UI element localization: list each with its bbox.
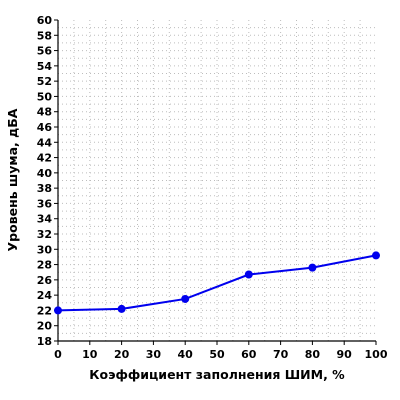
y-tick-label: 20: [37, 320, 53, 333]
y-axis-title: Уровень шума, дБА: [5, 108, 20, 251]
data-point: [181, 294, 190, 303]
x-tick-label: 70: [273, 348, 289, 361]
data-point: [117, 304, 126, 313]
x-tick-label: 10: [82, 348, 98, 361]
y-tick-label: 28: [37, 259, 52, 272]
y-tick-label: 30: [37, 243, 53, 256]
series-line: [57, 254, 377, 312]
x-tick-label: 80: [305, 348, 321, 361]
y-tick-label: 32: [37, 228, 52, 241]
y-tick-label: 26: [37, 274, 53, 287]
y-tick-label: 34: [37, 213, 53, 226]
x-tick-label: 100: [365, 348, 388, 361]
x-tick-label: 50: [209, 348, 225, 361]
y-tick-label: 38: [37, 182, 52, 195]
x-tick-label: 60: [241, 348, 257, 361]
y-tick-label: 44: [37, 136, 53, 149]
y-tick-label: 50: [37, 90, 53, 103]
x-tick-label: 0: [54, 348, 62, 361]
data-series: [54, 251, 380, 315]
x-tick-labels: 0 10 20 30 40 50 60 70 80 90 100: [54, 348, 388, 361]
y-tick-label: 48: [37, 106, 52, 119]
y-tick-label: 36: [37, 197, 53, 210]
y-tick-label: 52: [37, 75, 52, 88]
data-point: [244, 270, 253, 279]
x-axis-title: Коэффициент заполнения ШИМ, %: [89, 367, 345, 382]
y-tick-label: 54: [37, 60, 53, 73]
data-point: [54, 306, 62, 315]
y-tick-label: 60: [37, 14, 53, 27]
y-tick-label: 24: [37, 289, 53, 302]
y-tick-label: 40: [37, 167, 53, 180]
data-point: [308, 263, 317, 272]
data-point: [372, 251, 380, 260]
y-tick-label: 46: [37, 121, 53, 134]
y-tick-labels: 18 20 22 24 26 28 30 32 34 36 38 40 42 44 46 48 50 52 54 56…: [37, 14, 53, 348]
y-tick-label: 42: [37, 152, 52, 165]
x-tick-label: 20: [114, 348, 130, 361]
x-tick-label: 90: [337, 348, 353, 361]
y-tick-label: 18: [37, 335, 52, 348]
grid-lines: [58, 20, 376, 341]
x-tick-label: 30: [146, 348, 162, 361]
y-tick-label: 58: [37, 29, 52, 42]
x-tick-label: 40: [178, 348, 194, 361]
y-tick-label: 56: [37, 45, 53, 58]
y-tick-label: 22: [37, 304, 52, 317]
